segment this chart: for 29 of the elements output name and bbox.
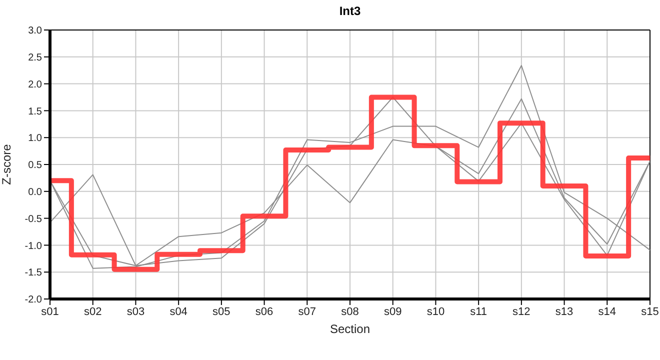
x-tick-label: s03 bbox=[126, 306, 145, 318]
y-tick-label: -0.5 bbox=[24, 214, 42, 225]
y-axis-title: Z-score bbox=[0, 144, 14, 185]
x-tick-label: s12 bbox=[512, 306, 530, 318]
x-tick-label: s05 bbox=[212, 306, 230, 318]
x-tick-label: s11 bbox=[470, 306, 488, 318]
y-tick-label: -1.0 bbox=[24, 240, 42, 252]
x-tick-label: s02 bbox=[84, 306, 102, 318]
y-tick-label: 2.5 bbox=[28, 52, 42, 64]
x-axis-title: Section bbox=[330, 322, 370, 336]
x-tick-label: s07 bbox=[298, 306, 316, 318]
y-tick-label: 2.0 bbox=[28, 79, 42, 90]
chart-title: Int3 bbox=[338, 4, 362, 18]
x-tick-label: s08 bbox=[341, 306, 359, 318]
x-tick-label: s14 bbox=[598, 306, 616, 318]
x-tick-label: s09 bbox=[384, 306, 402, 318]
y-tick-label: -2.0 bbox=[24, 294, 42, 306]
x-tick-label: s01 bbox=[41, 306, 59, 318]
y-tick-label: 3.0 bbox=[28, 26, 42, 37]
y-tick-label: 1.5 bbox=[28, 106, 42, 118]
y-tick-label: 0.5 bbox=[28, 160, 42, 172]
x-tick-label: s13 bbox=[555, 306, 574, 318]
y-tick-label: 1.0 bbox=[28, 133, 42, 144]
y-tick-label: 0.0 bbox=[28, 186, 42, 198]
y-tick-label: -1.5 bbox=[24, 268, 42, 279]
x-tick-label: s06 bbox=[255, 306, 274, 318]
x-tick-label: s10 bbox=[426, 306, 445, 318]
x-tick-label: s15 bbox=[641, 306, 659, 318]
x-tick-label: s04 bbox=[170, 306, 188, 318]
